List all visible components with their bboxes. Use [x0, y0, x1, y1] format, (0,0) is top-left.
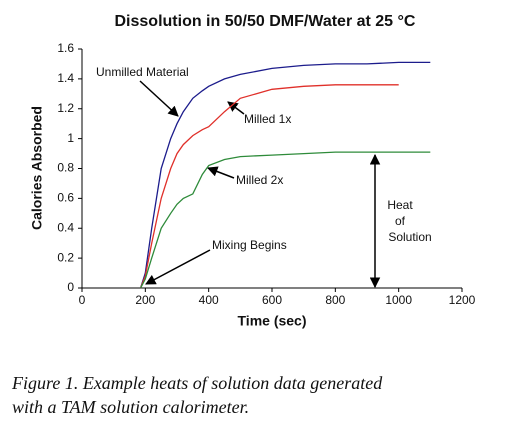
y-tick-label: 1.6	[57, 41, 74, 55]
y-tick-label: 1.4	[57, 71, 74, 85]
series-line	[140, 151, 431, 289]
caption: Figure 1. Example heats of solution data…	[11, 373, 383, 393]
y-tick-label: 0.6	[57, 191, 74, 205]
x-tick-label: 600	[262, 293, 282, 307]
x-axis-label: Time (sec)	[238, 313, 307, 329]
chart-title: Dissolution in 50/50 DMF/Water at 25 °C	[115, 13, 416, 30]
annotation: Mixing Begins	[212, 238, 287, 252]
x-tick-label: 1200	[449, 293, 476, 307]
annotation: Solution	[388, 230, 431, 244]
series-label: Milled 2x	[236, 173, 283, 187]
y-tick-label: 1	[67, 131, 74, 145]
x-tick-label: 200	[135, 293, 155, 307]
series-line	[139, 61, 431, 289]
series-label: Milled 1x	[244, 112, 291, 126]
arrow	[145, 249, 211, 285]
annotation: Heat	[387, 198, 413, 212]
series-line	[139, 84, 399, 289]
y-tick-label: 0.4	[57, 220, 74, 234]
y-tick-label: 0	[67, 280, 74, 294]
y-tick-label: 0.8	[57, 161, 74, 175]
y-tick-label: 0.2	[57, 250, 74, 264]
arrow	[207, 166, 235, 179]
annotation: of	[395, 214, 406, 228]
y-axis-label: Calories Absorbed	[29, 106, 45, 230]
arrow	[139, 80, 179, 117]
series-label: Unmilled Material	[96, 65, 189, 79]
x-tick-label: 400	[199, 293, 219, 307]
caption: with a TAM solution calorimeter.	[12, 397, 249, 417]
x-tick-label: 800	[325, 293, 345, 307]
y-tick-label: 1.2	[57, 101, 74, 115]
x-tick-label: 1000	[385, 293, 412, 307]
x-tick-label: 0	[79, 293, 86, 307]
arrow	[227, 101, 245, 115]
